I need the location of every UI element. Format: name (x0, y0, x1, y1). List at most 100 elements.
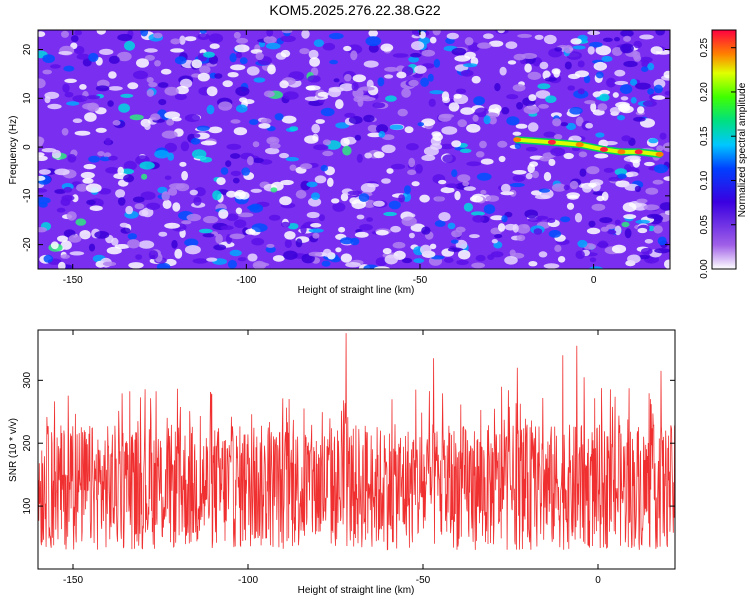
spectrogram-cell (475, 151, 485, 158)
spectrogram-cell (359, 96, 376, 102)
spectrogram-cell (590, 102, 597, 113)
spectrogram-cell (490, 251, 504, 258)
spectrogram-cell (318, 214, 325, 222)
spectrogram-cell (366, 217, 373, 222)
spectrogram-cell (265, 246, 276, 253)
spectrogram-cell (630, 97, 637, 104)
spectrogram-cell (64, 91, 74, 98)
spectrogram-cell (458, 249, 471, 260)
spectrogram-cell (524, 63, 532, 73)
spectrogram-cell (595, 45, 612, 56)
spectrogram-field (38, 30, 670, 269)
spectrogram-cell (427, 73, 434, 82)
spectrogram-cell (175, 85, 189, 95)
spectrogram-cell (432, 132, 444, 142)
spectrogram-cell (104, 137, 112, 146)
spectrogram-cell (153, 32, 163, 39)
spectrogram-cell (322, 139, 331, 146)
spectrogram-cell (329, 59, 338, 65)
spectrogram-cell (623, 214, 637, 220)
spectrogram-cell (601, 55, 613, 62)
spectrogram-cell (38, 197, 51, 205)
spectrogram-cell (357, 97, 364, 107)
spectrogram-cell (586, 227, 601, 235)
spectrogram-cell (54, 168, 70, 176)
spectrogram-cell (158, 99, 167, 106)
spectrogram-cell (621, 135, 631, 142)
spectrogram-cell (438, 113, 455, 119)
spectrogram-cell (534, 34, 544, 40)
spectrogram-cell (622, 202, 637, 213)
spectrogram-cell (72, 118, 83, 123)
spectrogram-cell (432, 30, 441, 36)
spectrogram-y-ticks: -20 -10 0 10 20 (22, 44, 670, 252)
spectrogram-cell (413, 258, 425, 264)
spectrogram-cell (535, 215, 549, 220)
spectrogram-cell (71, 194, 79, 203)
y-tick-label: -10 (22, 188, 33, 203)
spectrogram-cell (384, 74, 394, 79)
spectrogram-cell (648, 138, 659, 144)
spectrogram-cell (60, 254, 70, 259)
spectrogram-cell (383, 211, 397, 217)
spectrogram-cell (174, 248, 183, 259)
spectrogram-cell (308, 251, 323, 257)
spectrogram-cell (146, 77, 154, 83)
spectrogram-cell (579, 168, 587, 177)
spectrogram-cell (299, 48, 310, 55)
spectrogram-cell (85, 183, 102, 193)
spectrogram-cell (50, 241, 59, 250)
spectrogram-cell (347, 190, 363, 195)
spectrogram-cell (433, 58, 441, 68)
spectrogram-cell (584, 100, 596, 105)
spectrogram-cell (466, 161, 482, 167)
spectrogram-cell (451, 140, 462, 148)
spectrogram-cell (655, 30, 665, 36)
spectrogram-cell (528, 261, 538, 267)
spectrogram-cell (260, 118, 272, 124)
spectrogram-cell (577, 88, 585, 95)
spectrogram-cell (546, 218, 556, 223)
spectrogram-cell (135, 254, 143, 260)
spectrogram-cell (89, 205, 103, 211)
spectrogram-cell (384, 66, 399, 72)
signal-trace-point (547, 139, 556, 145)
spectrogram-cell (180, 141, 190, 152)
spectrogram-cell (563, 184, 570, 191)
spectrogram-cell (160, 68, 172, 75)
spectrogram-cell (597, 240, 608, 249)
signal-trace-point (655, 151, 664, 157)
spectrogram-cell (444, 257, 454, 263)
spectrogram-cell (300, 163, 313, 170)
spectrogram-cell (200, 156, 213, 163)
spectrogram-cell (351, 82, 359, 91)
spectrogram-cell (196, 125, 210, 131)
spectrogram-cell (498, 155, 506, 163)
spectrogram-cell (397, 108, 408, 117)
spectrogram-cell (617, 173, 627, 179)
spectrogram-cell (74, 30, 82, 36)
spectrogram-cell (283, 91, 299, 100)
spectrogram-cell (120, 168, 135, 175)
spectrogram-cell (69, 251, 85, 256)
spectrogram-cell (386, 168, 394, 174)
spectrogram-cell (208, 33, 224, 44)
spectrogram-cell (38, 137, 44, 147)
spectrogram-cell (150, 113, 161, 121)
spectrogram-cell (218, 101, 233, 111)
spectrogram-cell (197, 72, 210, 82)
spectrogram-cell (463, 186, 476, 191)
spectrogram-cell (429, 243, 437, 250)
spectrogram-cell (440, 187, 455, 194)
spectrogram-cell (284, 231, 296, 240)
spectrogram-cell (455, 88, 467, 94)
spectrogram-cell (380, 43, 394, 52)
spectrogram-cell (106, 246, 122, 255)
spectrogram-cell (42, 54, 55, 63)
spectrogram-cell (367, 124, 379, 133)
spectrogram-cell (512, 170, 527, 175)
spectrogram-cell (162, 199, 172, 209)
spectrogram-cell (97, 151, 105, 157)
spectrogram-cell (634, 185, 642, 193)
spectrogram-cell (614, 80, 629, 86)
